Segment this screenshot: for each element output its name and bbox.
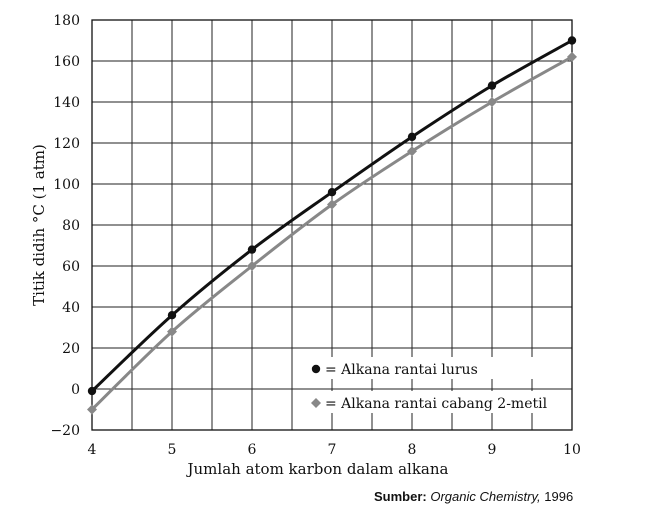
x-tick-label: 9 (488, 442, 497, 458)
data-point (407, 132, 417, 142)
y-tick-label: 120 (53, 136, 80, 152)
x-axis-label: Jumlah atom karbon dalam alkana (186, 460, 449, 478)
data-point (247, 245, 257, 254)
data-point (487, 97, 497, 107)
x-tick-label: 5 (168, 442, 177, 458)
y-tick-label: 0 (71, 382, 80, 398)
plot-frame (91, 19, 573, 431)
y-axis-ticks: 180 160 140 120 100 80 60 40 20 0 −20 (50, 13, 80, 439)
data-point (567, 51, 577, 62)
y-tick-label: 160 (53, 54, 80, 70)
y-tick-label: 140 (53, 95, 80, 111)
chart-series (87, 36, 577, 415)
x-axis-ticks: 4 5 6 7 8 9 10 (88, 442, 581, 458)
x-tick-label: 4 (88, 442, 97, 458)
legend-background (308, 357, 554, 379)
data-point (407, 146, 417, 157)
x-tick-label: 6 (248, 442, 257, 458)
data-point (327, 188, 337, 197)
data-point (167, 311, 177, 320)
y-tick-label: 100 (53, 177, 80, 193)
data-point (87, 404, 97, 415)
legend-label: = Alkana rantai cabang 2-metil (325, 396, 548, 412)
legend-label: = Alkana rantai lurus (325, 362, 478, 378)
y-axis-label: Titik didih °C (1 atm) (30, 144, 48, 306)
source-year: 1996 (544, 489, 574, 504)
legend-marker-diamond (311, 398, 321, 408)
y-tick-label: 80 (62, 218, 80, 234)
data-point (87, 386, 97, 396)
source-title: Organic Chemistry, (430, 489, 541, 504)
data-point (327, 199, 337, 210)
y-tick-label: 180 (53, 13, 80, 29)
data-point (247, 261, 257, 271)
legend-marker-circle (311, 364, 321, 374)
x-tick-label: 10 (563, 442, 581, 458)
data-point (487, 81, 497, 90)
data-point (167, 326, 177, 337)
y-tick-label: 20 (62, 341, 80, 357)
y-tick-label: 60 (62, 259, 80, 275)
source-label: Sumber: (374, 489, 427, 504)
data-point (567, 36, 577, 45)
x-tick-label: 8 (408, 442, 417, 458)
y-tick-label: −20 (50, 423, 80, 439)
x-tick-label: 7 (328, 442, 337, 458)
legend-background (308, 391, 554, 413)
y-tick-label: 40 (62, 300, 80, 316)
source-citation: Sumber: Organic Chemistry, 1996 (374, 489, 573, 504)
chart-legend: = Alkana rantai lurus = Alkana rantai cab… (308, 357, 554, 413)
